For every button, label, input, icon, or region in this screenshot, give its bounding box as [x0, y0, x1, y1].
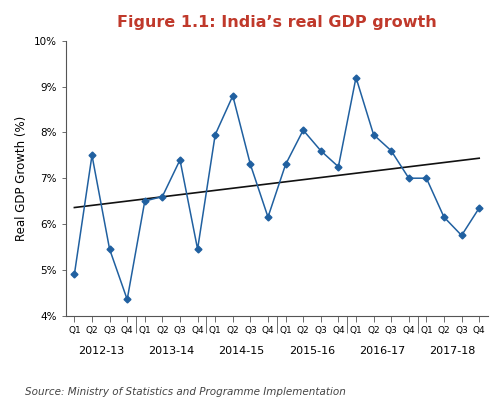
Text: 2014-15: 2014-15 — [218, 346, 265, 356]
Text: 2015-16: 2015-16 — [289, 346, 335, 356]
Text: Source: Ministry of Statistics and Programme Implementation: Source: Ministry of Statistics and Progr… — [25, 387, 346, 397]
Y-axis label: Real GDP Growth (%): Real GDP Growth (%) — [15, 116, 28, 241]
Title: Figure 1.1: India’s real GDP growth: Figure 1.1: India’s real GDP growth — [117, 15, 437, 30]
Text: 2012-13: 2012-13 — [77, 346, 124, 356]
Text: 2013-14: 2013-14 — [148, 346, 194, 356]
Text: 2016-17: 2016-17 — [359, 346, 405, 356]
Text: 2017-18: 2017-18 — [430, 346, 476, 356]
